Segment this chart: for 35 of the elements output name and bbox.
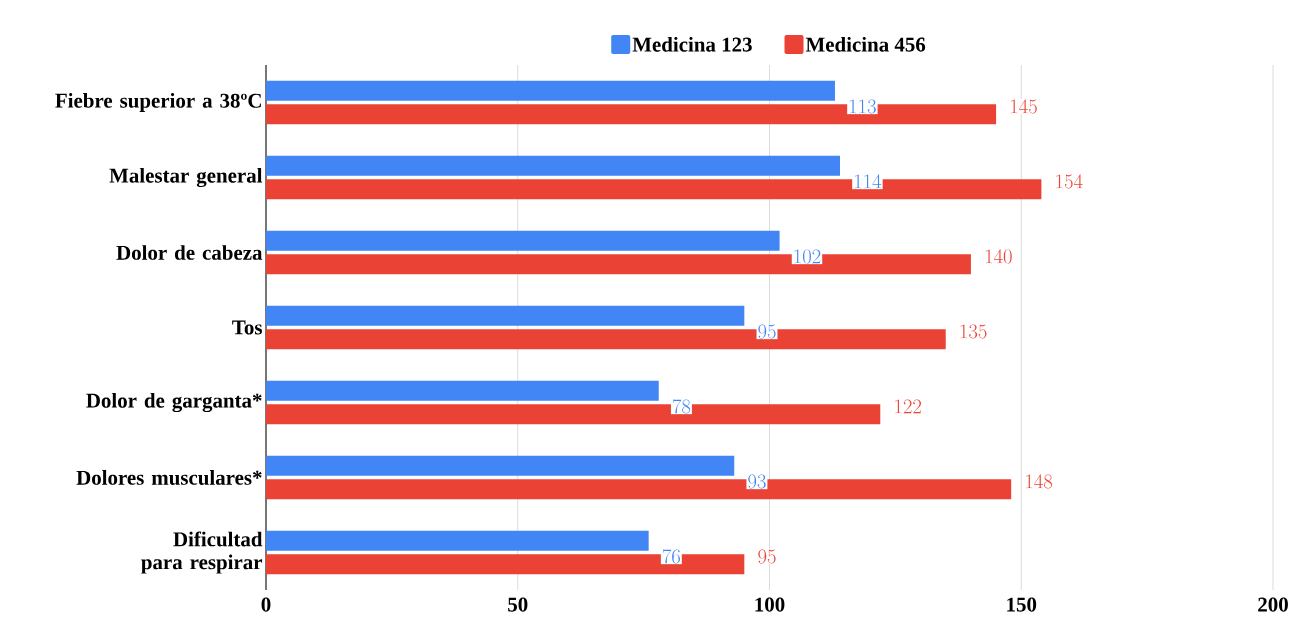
bar (266, 380, 659, 401)
bar (266, 80, 835, 101)
y-tick-label: Dolores musculares* (76, 470, 262, 485)
x-tick-label: 150 (1007, 597, 1037, 612)
data-label: 148 (1026, 474, 1053, 489)
data-label: 122 (895, 399, 922, 414)
data-label: 113 (849, 99, 876, 114)
legend-label: Medicina 456 (805, 36, 926, 52)
y-tick-label: Dolor de garganta* (86, 392, 262, 413)
data-label: 140 (985, 249, 1012, 264)
data-label: 135 (960, 324, 987, 339)
data-label: 102 (794, 249, 821, 264)
x-tick-label: 0 (261, 597, 271, 612)
data-label: 78 (672, 399, 691, 414)
data-label: 76 (662, 549, 680, 564)
y-tick-label: Tos (232, 320, 262, 335)
y-tick-label: Malestar general (109, 167, 263, 188)
x-tick-label: 50 (508, 597, 528, 612)
data-label: 93 (748, 474, 766, 489)
data-label: 145 (1011, 99, 1037, 114)
data-label: 114 (854, 174, 882, 189)
y-tick-label: Dolor de cabeza (116, 245, 263, 260)
bar (266, 155, 840, 176)
y-tick-label: Fiebre superior a 38ºC (55, 93, 261, 112)
bar (266, 230, 780, 251)
data-label: 154 (1056, 174, 1083, 189)
legend-label: Medicina 123 (632, 36, 752, 52)
bar (266, 530, 649, 551)
data-label: 95 (758, 549, 776, 564)
y-tick-label: Dificultad para respirar (141, 531, 263, 574)
x-tick-label: 100 (755, 597, 785, 612)
data-label: 95 (758, 324, 776, 339)
bar (266, 455, 735, 476)
bar (266, 305, 745, 326)
x-tick-label: 200 (1258, 597, 1288, 612)
